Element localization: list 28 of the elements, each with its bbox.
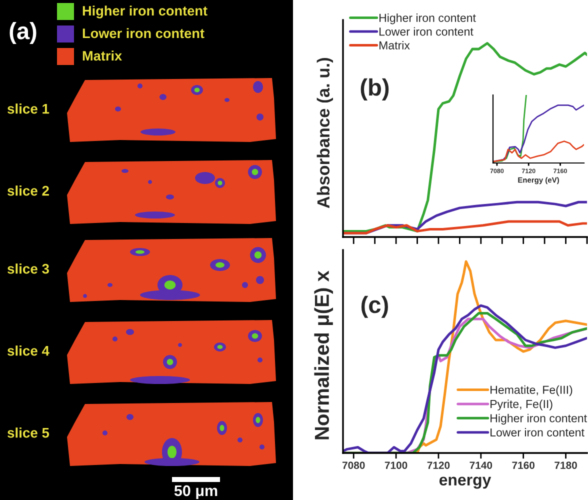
text: slice 3 <box>7 264 49 274</box>
y-axis-title: Normalized μ(E) x <box>314 270 333 440</box>
text: slice 1 <box>7 104 50 114</box>
legend-label: Higher iron content <box>490 414 587 425</box>
legend-label: Hematite, Fe(III) <box>490 385 572 396</box>
y-axis-title: Absorbance (a. u.) <box>316 58 333 208</box>
legend-label: Pyrite, Fe(II) <box>490 400 552 410</box>
x-axis-title: energy <box>439 476 492 489</box>
legend-label: Matrix <box>380 40 410 50</box>
text: slice 5 <box>7 428 50 438</box>
category-label: Matrix <box>82 50 122 61</box>
x-tick-label: 7080 <box>342 462 365 469</box>
x-tick-label: 7140 <box>470 462 492 469</box>
category-label: Higher iron content <box>82 6 208 18</box>
text: 50 μm <box>174 485 218 500</box>
x-tick-label: 7100 <box>384 462 408 469</box>
legend-label: Lower iron content <box>380 27 474 36</box>
x-tick-label: 7120 <box>427 462 450 469</box>
x-tick-label: 7180 <box>554 462 577 469</box>
text: (c) <box>361 296 388 318</box>
legend-label: Lower iron content <box>490 428 584 437</box>
text: slice 2 <box>7 186 49 196</box>
text: (b) <box>360 78 389 100</box>
legend-label: Higher iron content <box>380 13 476 24</box>
text: slice 4 <box>7 346 50 356</box>
text: (a) <box>10 22 36 44</box>
x-tick-label: 7160 <box>512 462 535 469</box>
category-label: Lower iron content <box>82 28 204 38</box>
